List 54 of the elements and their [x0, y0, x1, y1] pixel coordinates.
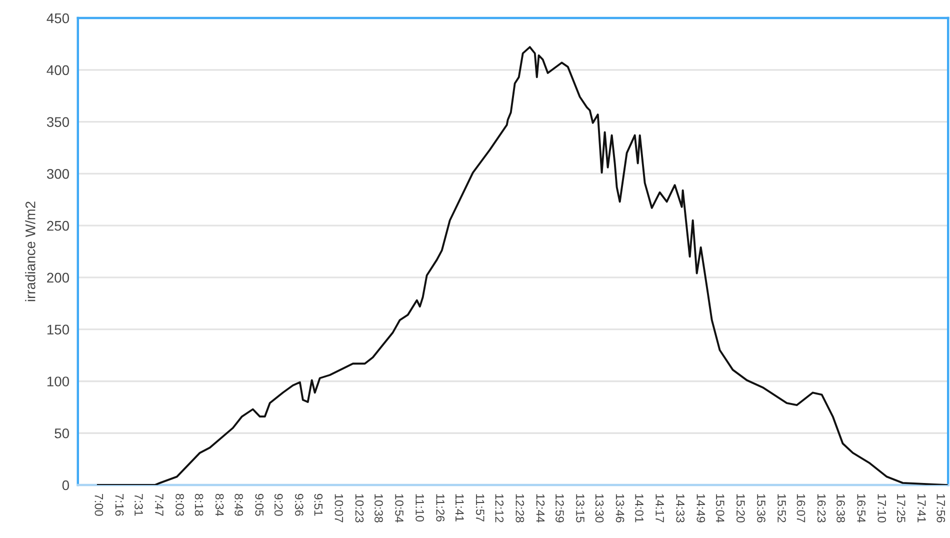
y-tick-label: 50: [54, 428, 70, 438]
x-tick-label: 11:10: [416, 494, 424, 522]
x-tick-label: 11:26: [436, 494, 445, 522]
x-tick-label: 15:52: [778, 494, 786, 522]
x-tick-label: 11:41: [456, 494, 464, 522]
x-tick-label: 14:33: [676, 494, 685, 522]
x-tick-label: 12:44: [536, 494, 545, 523]
x-tick-label: 11:57: [476, 494, 484, 522]
x-tick-label: 16:07: [796, 494, 806, 522]
y-axis-title: irradiance W/m2: [25, 202, 36, 302]
x-tick-label: 9:36: [294, 494, 304, 516]
x-tick-label: 13:15: [576, 494, 584, 522]
x-tick-label: 7:47: [155, 494, 164, 516]
x-tick-label: 14:49: [696, 494, 706, 522]
x-tick-label: 17:41: [918, 494, 926, 522]
x-tick-label: 15:20: [736, 494, 745, 522]
x-tick-label: 12:59: [556, 494, 564, 522]
y-tick-label: 200: [47, 272, 70, 283]
x-tick-label: 16:38: [836, 494, 845, 522]
y-tick-label: 250: [47, 220, 70, 231]
x-tick-label: 8:18: [194, 494, 204, 516]
x-tick-label: 10:38: [374, 494, 383, 522]
x-tick-label: 12:12: [495, 494, 504, 522]
x-tick-label: 10:07: [334, 494, 344, 522]
x-tick-label: 8:49: [234, 494, 244, 516]
y-tick-label: 350: [46, 117, 70, 127]
y-tick-label: 0: [62, 480, 70, 490]
x-tick-label: 9:51: [314, 494, 323, 516]
x-tick-label: 17:56: [936, 494, 946, 522]
x-tick-label: 7:00: [94, 494, 104, 516]
x-tick-label: 7:31: [134, 494, 143, 516]
y-tick-label: 100: [47, 376, 70, 386]
x-tick-label: 8:03: [176, 494, 184, 516]
x-tick-label: 8:34: [215, 494, 224, 516]
x-tick-label: 16:23: [817, 494, 826, 522]
x-tick-label: 7:16: [115, 494, 124, 516]
x-tick-label: 10:54: [395, 494, 404, 523]
x-tick-label: 12:28: [516, 494, 524, 522]
y-tick-label: 150: [47, 324, 70, 335]
y-tick-label: 400: [46, 65, 70, 76]
x-tick-label: 14:17: [656, 494, 664, 522]
x-tick-label: 10:23: [355, 494, 364, 522]
x-tick-label: 13:46: [616, 494, 624, 522]
x-tick-label: 16:54: [857, 494, 866, 523]
x-tick-label: 15:04: [716, 494, 724, 523]
x-tick-label: 9:05: [255, 494, 264, 516]
x-tick-label: 14:01: [635, 494, 644, 522]
x-tick-label: 13:30: [595, 494, 604, 522]
x-tick-label: 17:25: [896, 494, 906, 522]
x-tick-label: 17:10: [878, 494, 886, 522]
y-tick-label: 450: [46, 13, 70, 24]
y-tick-label: 300: [46, 169, 70, 179]
x-tick-label: 15:36: [757, 494, 766, 522]
x-tick-label: 9:20: [274, 494, 283, 516]
